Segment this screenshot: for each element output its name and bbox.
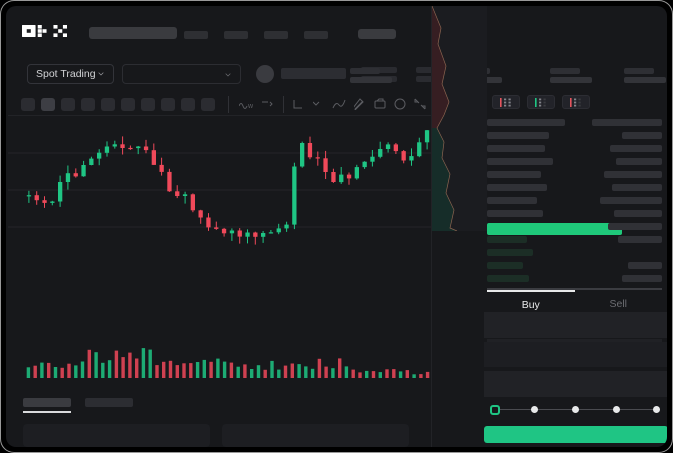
svg-text:w: w [247,103,254,109]
